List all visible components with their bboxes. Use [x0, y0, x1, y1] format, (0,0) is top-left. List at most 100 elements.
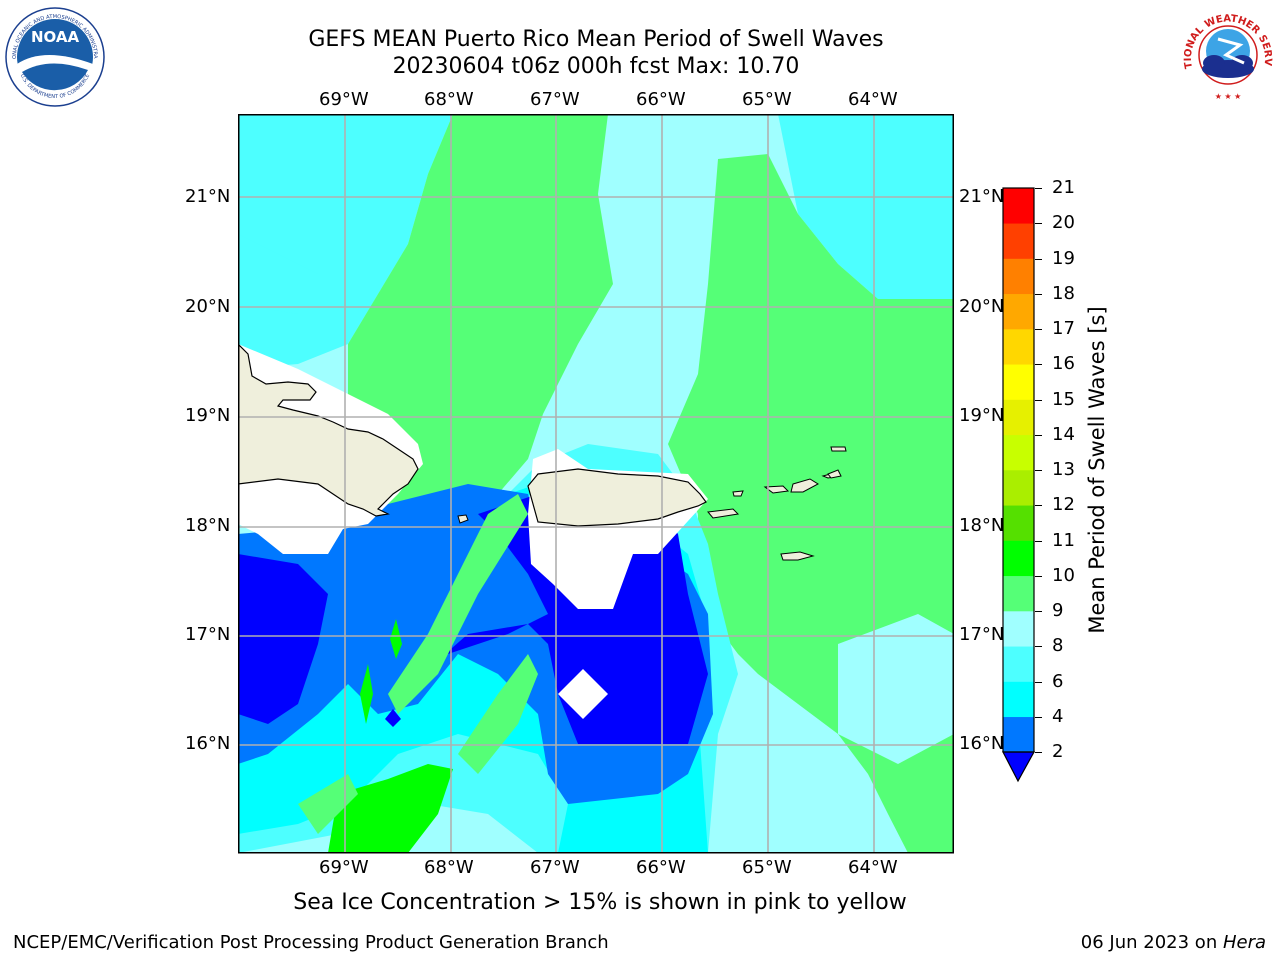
- lon-tick-bottom: 65°W: [742, 857, 792, 878]
- band-10-11-streak: [360, 664, 373, 724]
- colorbar-tick-label: 4: [1052, 705, 1064, 727]
- nws-logo: NATIONAL WEATHER SERVICE ★ ★ ★: [1178, 5, 1276, 103]
- vieques-island: [707, 508, 740, 519]
- colorbar-extend-arrow: [1002, 751, 1036, 783]
- map-frame: [238, 114, 954, 854]
- colorbar-tick-label: 20: [1052, 212, 1075, 234]
- footer-host: Hera: [1222, 932, 1266, 953]
- sea-ice-caption: Sea Ice Concentration > 15% is shown in …: [293, 890, 907, 915]
- lat-tick-left: 16°N: [185, 733, 231, 754]
- colorbar-tick-mark: [1035, 258, 1042, 260]
- colorbar-tick-label: 13: [1052, 459, 1075, 480]
- lat-tick-right: 17°N: [959, 624, 1005, 645]
- colorbar-tick-mark: [1035, 540, 1042, 542]
- colorbar-tick-mark: [1035, 681, 1042, 683]
- lat-tick-left: 21°N: [185, 186, 231, 207]
- colorbar-cell: [1003, 611, 1034, 647]
- colorbar-tick-mark: [1035, 293, 1042, 295]
- lon-tick-top: 65°W: [742, 89, 792, 110]
- bvi-island: [827, 469, 842, 479]
- swell-period-map: [238, 114, 954, 854]
- lon-tick-top: 64°W: [848, 89, 898, 110]
- colorbar-tick-mark: [1035, 329, 1042, 330]
- colorbar-tick-mark: [1035, 188, 1042, 189]
- colorbar-cells: [1003, 188, 1034, 753]
- band-6-8-ne: [778, 114, 954, 299]
- colorbar-tick-mark: [1035, 646, 1042, 648]
- band-9-10-sw: [298, 774, 358, 834]
- band-9-10-north: [348, 114, 613, 514]
- colorbar-cell: [1003, 681, 1034, 718]
- lon-tick-bottom: 67°W: [530, 857, 580, 878]
- band-lt2-west: [238, 554, 328, 724]
- lon-tick-top: 67°W: [530, 89, 580, 110]
- colorbar-tick-label: 2: [1052, 741, 1064, 762]
- lat-tick-right: 19°N: [959, 405, 1005, 426]
- band-lt2-spot: [385, 709, 401, 727]
- colorbar-tick-mark: [1035, 505, 1042, 507]
- footer-date-text: 06 Jun 2023 on: [1080, 932, 1223, 953]
- culebra-island: [732, 490, 744, 497]
- lon-tick-top: 66°W: [636, 89, 686, 110]
- colorbar-cell: [1003, 329, 1034, 365]
- chart-subtitle: 20230604 t06z 000h fcst Max: 10.70: [392, 54, 800, 79]
- lon-tick-top: 69°W: [319, 89, 369, 110]
- colorbar-tick-label: 19: [1052, 247, 1075, 269]
- colorbar-tick-mark: [1035, 575, 1042, 577]
- colorbar-tick-label: 8: [1052, 635, 1064, 657]
- lat-tick-right: 20°N: [959, 296, 1005, 317]
- band-6-8-nw2: [238, 234, 318, 314]
- st-croix-island: [780, 551, 815, 561]
- graticule: [238, 114, 954, 853]
- colorbar-tick-label: 21: [1052, 177, 1075, 198]
- noaa-logo-text: NOAA: [31, 28, 80, 46]
- colorbar-tick-label: 14: [1052, 423, 1075, 445]
- colorbar-tick-label: 17: [1052, 318, 1075, 339]
- band-10-11-streak: [390, 619, 402, 659]
- colorbar-cell: [1003, 716, 1034, 753]
- band-9-10-streak: [388, 494, 528, 714]
- lat-tick-left: 17°N: [185, 624, 231, 645]
- footer-branch: NCEP/EMC/Verification Post Processing Pr…: [13, 932, 609, 953]
- colorbar-tick-label: 6: [1052, 670, 1064, 692]
- colorbar-cell: [1003, 399, 1034, 436]
- colorbar-tick-label: 12: [1052, 494, 1075, 516]
- footer-date: 06 Jun 2023 on Hera: [1081, 932, 1266, 953]
- colorbar-tick-label: 10: [1052, 564, 1075, 586]
- colorbar-cell: [1003, 188, 1034, 224]
- lon-tick-top: 68°W: [424, 89, 474, 110]
- st-john-island: [790, 478, 819, 493]
- colorbar-tick-mark: [1035, 470, 1042, 471]
- colorbar-cell: [1003, 540, 1034, 577]
- svg-text:★ ★ ★: ★ ★ ★: [1215, 92, 1242, 101]
- lon-tick-bottom: 69°W: [319, 857, 369, 878]
- chart-title: GEFS MEAN Puerto Rico Mean Period of Swe…: [308, 27, 884, 52]
- colorbar-cell: [1003, 575, 1034, 612]
- colorbar-cell: [1003, 434, 1034, 471]
- colorbar-tick-label: 15: [1052, 388, 1075, 410]
- band-9-10-tongue: [458, 654, 538, 774]
- mona-island: [457, 514, 469, 524]
- band-8-9-east-patch: [838, 614, 954, 764]
- colorbar-tick-mark: [1035, 364, 1042, 366]
- colorbar-tick-label: 9: [1052, 600, 1064, 621]
- colorbar-cell: [1003, 258, 1034, 295]
- noaa-logo: NOAA NATIONAL OCEANIC AND ATMOSPHERIC AD…: [4, 6, 105, 107]
- colorbar-tick-mark: [1035, 752, 1042, 753]
- colorbar-label: Mean Period of Swell Waves [s]: [1085, 306, 1109, 634]
- lon-tick-bottom: 68°W: [424, 857, 474, 878]
- mask-diamond: [558, 669, 608, 719]
- colorbar-cell: [1003, 223, 1034, 259]
- colorbar-cell: [1003, 505, 1034, 541]
- colorbar-tick-label: 11: [1052, 529, 1075, 551]
- colorbar-tick-label: 18: [1052, 282, 1075, 304]
- lat-tick-left: 19°N: [185, 405, 231, 426]
- colorbar-cell: [1003, 364, 1034, 400]
- colorbar-tick-mark: [1035, 223, 1042, 225]
- lat-tick-right: 21°N: [959, 186, 1005, 207]
- colorbar: [1002, 187, 1036, 783]
- hispaniola-land: [238, 343, 419, 517]
- st-thomas-island: [763, 485, 790, 494]
- lat-tick-left: 20°N: [185, 296, 231, 317]
- colorbar-cell: [1003, 470, 1034, 506]
